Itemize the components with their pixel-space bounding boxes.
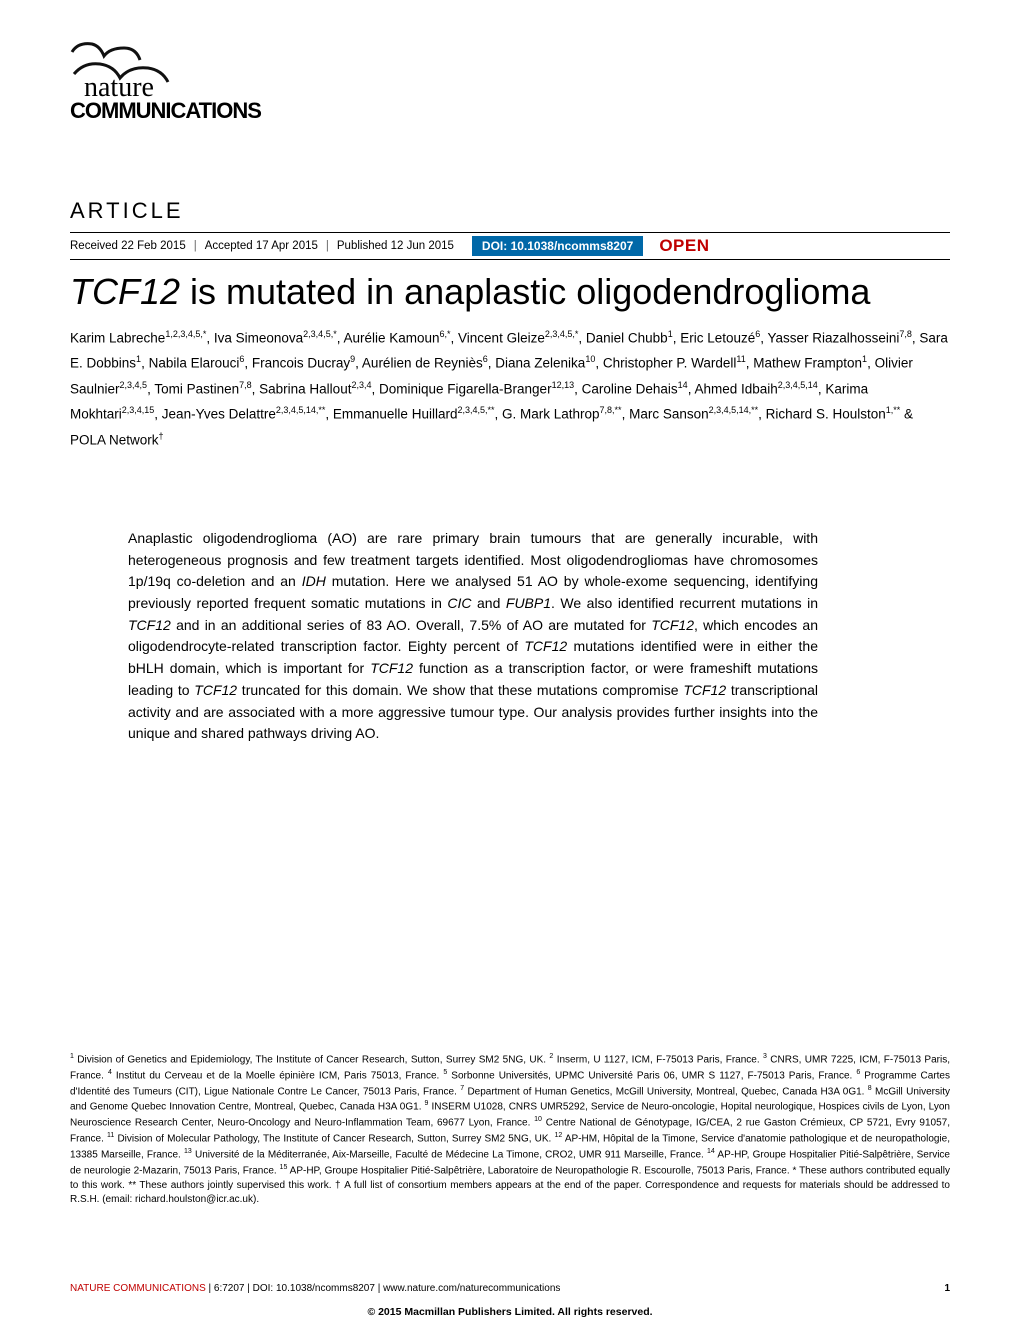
abstract-text: Anaplastic oligodendroglioma (AO) are ra… (128, 530, 818, 741)
copyright: © 2015 Macmillan Publishers Limited. All… (0, 1306, 1020, 1318)
footer-citation: NATURE COMMUNICATIONS | 6:7207 | DOI: 10… (70, 1283, 950, 1294)
doi-badge: DOI: 10.1038/ncomms8207 (472, 236, 643, 256)
accepted-date: Accepted 17 Apr 2015 (205, 240, 318, 252)
affiliations: 1 Division of Genetics and Epidemiology,… (70, 1052, 950, 1208)
article-title: TCF12 is mutated in anaplastic oligodend… (70, 272, 950, 312)
meta-sep-1: | (194, 240, 197, 252)
published-date: Published 12 Jun 2015 (337, 240, 454, 252)
journal-logo: nature COMMUNICATIONS (70, 38, 290, 118)
meta-sep-2: | (326, 240, 329, 252)
received-date: Received 22 Feb 2015 (70, 240, 186, 252)
title-rest: is mutated in anaplastic oligodendroglio… (180, 271, 870, 312)
page-number: 1 (944, 1283, 950, 1294)
logo-line2: COMMUNICATIONS (70, 98, 261, 120)
footer-journal: NATURE COMMUNICATIONS (70, 1283, 206, 1294)
footer-citation-details: | 6:7207 | DOI: 10.1038/ncomms8207 | www… (206, 1283, 561, 1294)
meta-row: Received 22 Feb 2015 | Accepted 17 Apr 2… (70, 232, 950, 260)
title-gene: TCF12 (70, 271, 180, 312)
article-label: ARTICLE (70, 198, 184, 224)
abstract: Anaplastic oligodendroglioma (AO) are ra… (128, 528, 818, 745)
open-access-label: OPEN (659, 236, 709, 256)
author-list: Karim Labreche1,2,3,4,5,*, Iva Simeonova… (70, 326, 950, 453)
